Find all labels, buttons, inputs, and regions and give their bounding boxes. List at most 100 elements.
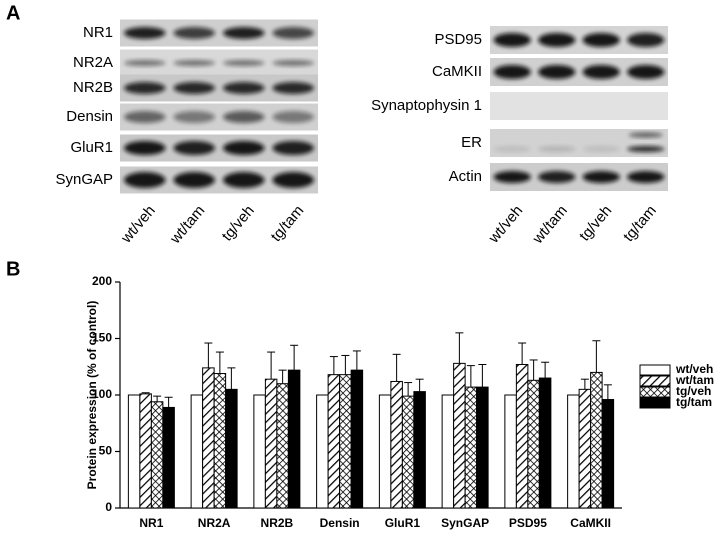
- blot-band: [123, 82, 166, 94]
- blot-label: CaMKII: [432, 63, 482, 80]
- y-tick-label: 100: [92, 387, 112, 401]
- legend-label: tg/tam: [676, 395, 712, 409]
- bar: [515, 363, 529, 509]
- x-tick-label: PSD95: [509, 516, 547, 530]
- bar: [264, 378, 278, 509]
- blot-band: [582, 33, 620, 47]
- bar: [476, 386, 489, 509]
- blot-band: [627, 65, 665, 79]
- lane-label: wt/veh: [485, 202, 527, 247]
- blot-band: [123, 27, 166, 39]
- blot-band: [627, 171, 665, 183]
- bar: [339, 374, 352, 509]
- blot-band: [222, 27, 265, 39]
- x-tick-label: NR1: [139, 516, 163, 530]
- bar: [567, 394, 580, 509]
- blot-strip: [490, 92, 668, 120]
- blot-label: Actin: [449, 168, 482, 185]
- blot-band: [582, 146, 620, 152]
- lane-label: tg/veh: [576, 202, 615, 244]
- blot-label: NR1: [83, 24, 113, 41]
- y-axis-label: Protein expression (% of control): [85, 301, 99, 490]
- blot-band: [173, 172, 216, 188]
- lane-label: wt/tam: [529, 202, 571, 248]
- legend-swatch: [639, 386, 671, 398]
- bar: [464, 386, 478, 509]
- legend-label: wt/tam: [675, 373, 714, 387]
- blot-band: [493, 33, 531, 47]
- bar: [453, 362, 466, 509]
- y-tick-label: 0: [105, 500, 112, 514]
- bar: [127, 394, 141, 509]
- blot-label: NR2A: [73, 54, 113, 71]
- legend-label: wt/veh: [675, 362, 713, 376]
- y-tick-label: 200: [92, 274, 112, 288]
- blot-band: [222, 141, 265, 155]
- blot-band: [272, 27, 315, 39]
- lane-label: tg/tam: [620, 202, 660, 245]
- x-tick-label: GluR1: [385, 516, 421, 530]
- blot-label: GluR1: [70, 139, 113, 156]
- bar: [287, 369, 301, 509]
- legend-swatch: [639, 364, 671, 376]
- blot-band: [272, 141, 315, 155]
- panel-label: B: [6, 258, 20, 280]
- blot-label: NR2B: [73, 79, 113, 96]
- blot-label: SynGAP: [55, 171, 113, 188]
- bar: [190, 394, 204, 509]
- blot-band: [222, 82, 265, 94]
- x-tick-label: NR2B: [261, 516, 294, 530]
- bar: [350, 369, 364, 509]
- x-tick-label: SynGAP: [441, 516, 489, 530]
- blot-band: [582, 65, 620, 79]
- blot-band: [272, 82, 315, 94]
- legend-swatch: [639, 397, 671, 409]
- blot-band: [493, 171, 531, 183]
- bar: [538, 377, 552, 509]
- blot-band: [493, 146, 531, 152]
- blot-band: [173, 141, 216, 155]
- blot-band: [173, 82, 216, 94]
- blot-band: [582, 171, 620, 183]
- lane-label: wt/veh: [117, 202, 159, 247]
- bar: [590, 371, 603, 509]
- bar: [202, 367, 215, 509]
- blot-band: [272, 60, 315, 66]
- bar: [504, 394, 517, 509]
- x-tick-label: CaMKII: [570, 516, 611, 530]
- blot-band: [272, 172, 315, 188]
- blot-band: [173, 111, 216, 123]
- blot-band: [222, 60, 265, 66]
- blot-band: [123, 172, 166, 188]
- legend-swatch: [639, 375, 671, 387]
- y-tick-label: 150: [92, 331, 112, 345]
- x-tick-label: Densin: [320, 516, 360, 530]
- bar: [253, 394, 266, 509]
- blot-band: [222, 172, 265, 188]
- blot-band: [123, 111, 166, 123]
- blot-label: ER: [461, 134, 482, 151]
- blot-band: [222, 111, 265, 123]
- blot-band: [538, 65, 576, 79]
- blot-label: Synaptophysin 1: [371, 97, 482, 114]
- blot-band: [538, 146, 576, 152]
- bar: [225, 388, 238, 509]
- bar: [601, 399, 615, 509]
- legend-label: tg/veh: [676, 384, 711, 398]
- bar: [441, 394, 455, 509]
- blot-band: [493, 65, 531, 79]
- lane-label: tg/veh: [219, 202, 258, 244]
- bar: [413, 391, 426, 509]
- blot-band: [628, 132, 663, 138]
- bar: [162, 406, 175, 509]
- blot-band: [538, 171, 576, 183]
- bar: [401, 395, 415, 509]
- y-tick-label: 50: [99, 444, 113, 458]
- bar: [378, 394, 392, 509]
- x-tick-label: NR2A: [198, 516, 231, 530]
- lane-label: wt/tam: [166, 202, 208, 248]
- bar: [276, 383, 289, 509]
- blot-band: [173, 60, 216, 66]
